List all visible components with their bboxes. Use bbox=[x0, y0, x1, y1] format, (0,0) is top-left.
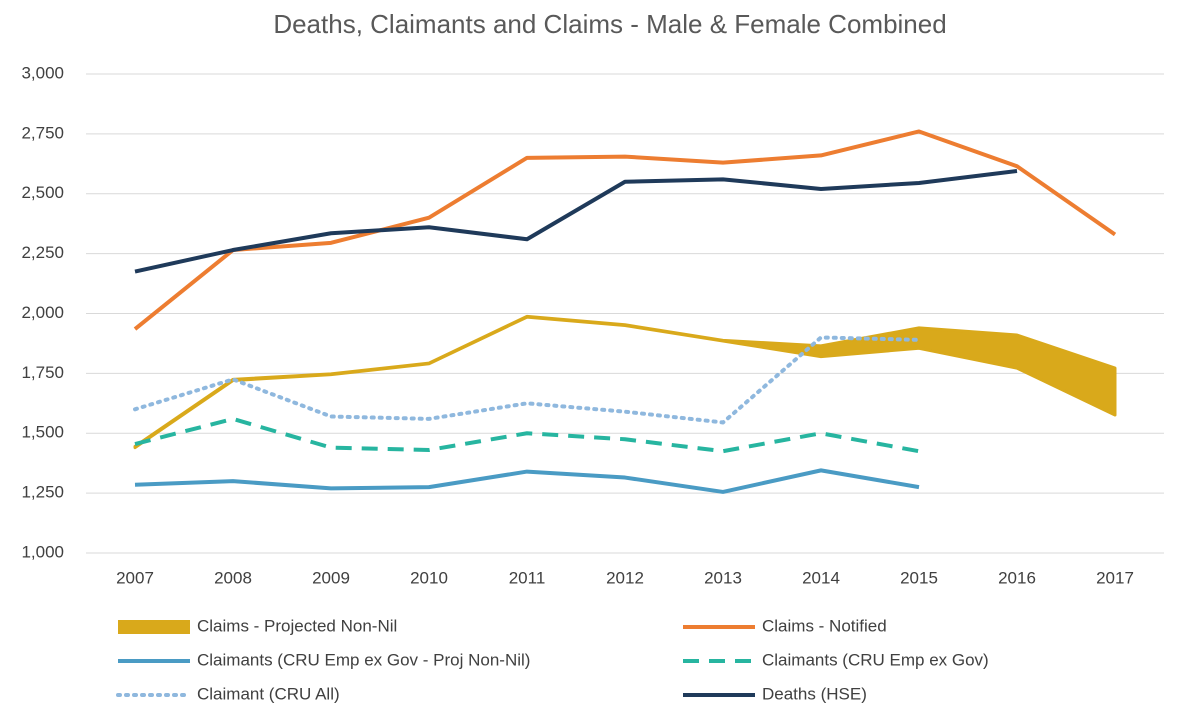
x-tick-label: 2007 bbox=[116, 568, 154, 587]
y-tick-label: 2,250 bbox=[21, 243, 64, 262]
series-line bbox=[134, 416, 920, 454]
x-tick-label: 2015 bbox=[900, 568, 938, 587]
x-tick-label: 2013 bbox=[704, 568, 742, 587]
x-tick-label: 2009 bbox=[312, 568, 350, 587]
series-line bbox=[133, 129, 1117, 331]
x-tick-label: 2010 bbox=[410, 568, 448, 587]
y-tick-label: 3,000 bbox=[21, 63, 64, 82]
band-area bbox=[133, 314, 1117, 450]
y-tick-label: 1,750 bbox=[21, 363, 64, 382]
legend-swatch bbox=[118, 620, 190, 634]
chart-title: Deaths, Claimants and Claims - Male & Fe… bbox=[273, 9, 946, 39]
y-tick-label: 1,500 bbox=[21, 423, 64, 442]
legend-label: Claims - Notified bbox=[762, 616, 887, 635]
series-line bbox=[134, 169, 1018, 274]
legend-label: Claimant (CRU All) bbox=[197, 684, 340, 703]
x-tick-label: 2014 bbox=[802, 568, 840, 587]
x-tick-label: 2008 bbox=[214, 568, 252, 587]
series-line bbox=[133, 335, 921, 425]
y-tick-label: 2,750 bbox=[21, 123, 64, 142]
y-tick-label: 2,500 bbox=[21, 183, 64, 202]
x-tick-label: 2012 bbox=[606, 568, 644, 587]
series-line bbox=[134, 468, 920, 494]
x-tick-label: 2011 bbox=[509, 568, 546, 587]
legend-label: Claimants (CRU Emp ex Gov - Proj Non-Nil… bbox=[197, 650, 530, 669]
legend-label: Deaths (HSE) bbox=[762, 684, 867, 703]
legend-label: Claimants (CRU Emp ex Gov) bbox=[762, 650, 989, 669]
legend-label: Claims - Projected Non-Nil bbox=[197, 616, 397, 635]
y-tick-label: 1,000 bbox=[21, 542, 64, 561]
x-tick-label: 2016 bbox=[998, 568, 1036, 587]
x-tick-label: 2017 bbox=[1096, 568, 1134, 587]
y-tick-label: 1,250 bbox=[21, 483, 64, 502]
y-tick-label: 2,000 bbox=[21, 303, 64, 322]
